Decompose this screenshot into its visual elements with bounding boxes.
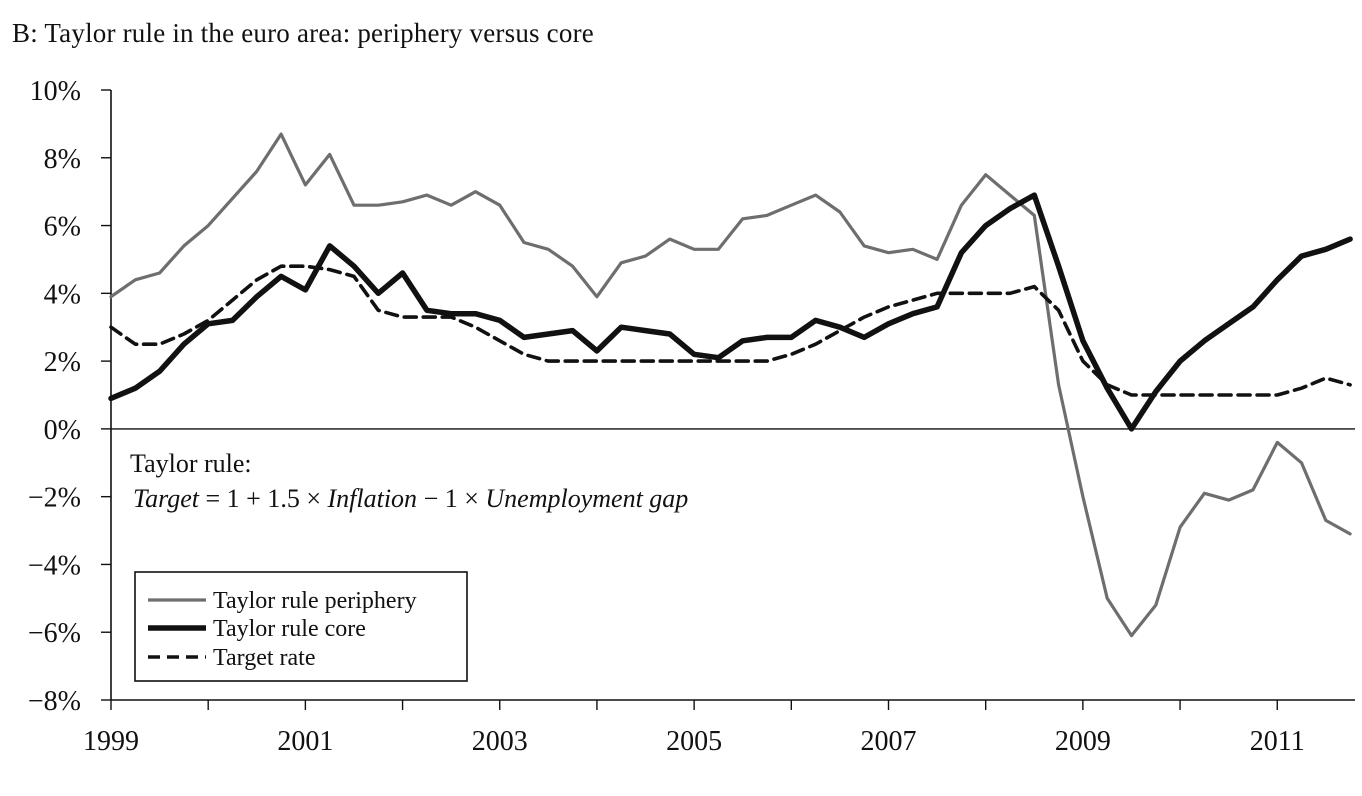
- y-tick-label: 0%: [44, 415, 81, 446]
- legend-label-core: Taylor rule core: [213, 616, 366, 642]
- legend-label-target: Target rate: [213, 645, 315, 671]
- annotation-title: Taylor rule:: [130, 449, 252, 478]
- y-tick-label: 10%: [30, 76, 81, 107]
- y-axis-tick-labels: −8% −6% −4% −2% 0% 2% 4% 6% 8% 10%: [28, 76, 81, 717]
- legend-label-periphery: Taylor rule periphery: [213, 588, 417, 614]
- x-tick-label: 2005: [666, 726, 722, 757]
- y-tick-label: 8%: [44, 144, 81, 175]
- annotation-target: Target: [133, 484, 200, 513]
- annotation-mid: = 1 + 1.5 ×: [199, 484, 328, 513]
- legend: Taylor rule periphery Taylor rule core T…: [134, 571, 468, 682]
- y-tick-label: −4%: [28, 550, 81, 581]
- x-tick-label: 2009: [1055, 726, 1111, 757]
- series-layer: [108, 132, 1353, 638]
- y-tick-label: −2%: [28, 483, 81, 514]
- chart-axes: [101, 89, 1355, 710]
- y-tick-label: −6%: [28, 618, 81, 649]
- series-line-taylor-rule-periphery: [109, 132, 1352, 638]
- chart-title: B: Taylor rule in the euro area: periphe…: [12, 18, 594, 48]
- x-axis-tick-labels: 1999 2001 2003 2005 2007 2009 2011: [83, 726, 1305, 757]
- annotation-mid2: − 1 ×: [417, 484, 485, 513]
- x-tick-label: 2001: [277, 726, 333, 757]
- y-tick-label: 4%: [44, 279, 81, 310]
- x-tick-label: 2003: [472, 726, 528, 757]
- y-tick-label: 6%: [44, 212, 81, 243]
- x-tick-label: 1999: [83, 726, 139, 757]
- annotation-inflation: Inflation: [327, 484, 418, 513]
- series-line-target-rate: [109, 264, 1352, 397]
- x-tick-label: 2011: [1250, 726, 1305, 757]
- annotation-formula: Target = 1 + 1.5 × Inflation − 1 × Unemp…: [133, 484, 688, 513]
- y-tick-label: 2%: [44, 347, 81, 378]
- annotation-gap: Unemployment gap: [485, 484, 688, 513]
- x-tick-label: 2007: [861, 726, 917, 757]
- y-tick-label: −8%: [28, 686, 81, 717]
